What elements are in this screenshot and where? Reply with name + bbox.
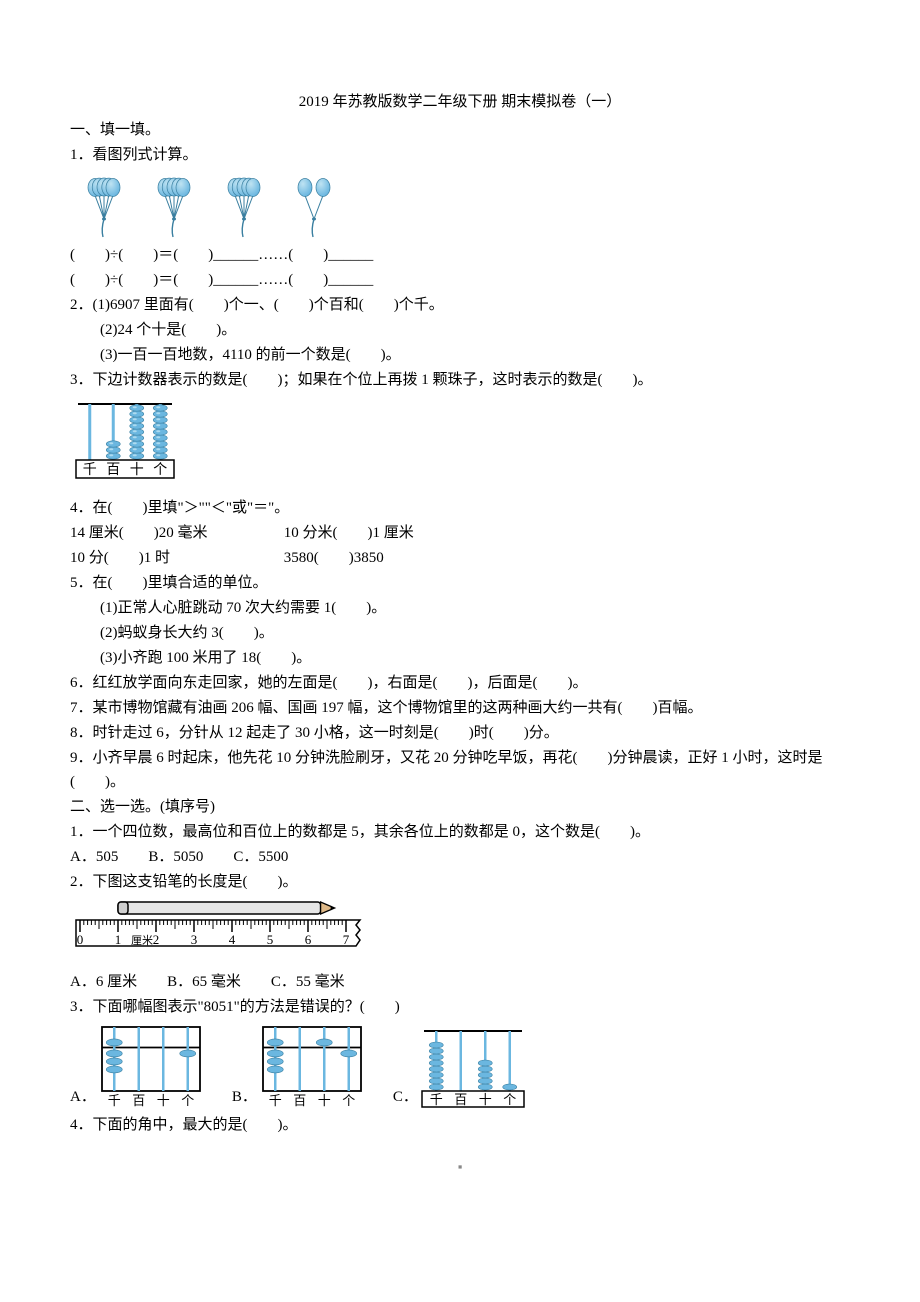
svg-text:个: 个 [153, 462, 167, 478]
q5-p2: (2)蚂蚁身长大约 3( )。 [70, 621, 850, 645]
s2q2-opts: A．6 厘米 B．65 毫米 C．55 毫米 [70, 970, 850, 994]
svg-text:十: 十 [479, 1092, 492, 1107]
q2-p3: (3)一百一百地数，4110 的前一个数是( )。 [70, 343, 850, 367]
svg-text:百: 百 [132, 1093, 145, 1108]
s2q1-opts: A．505 B．5050 C．5500 [70, 845, 850, 869]
q4-r1b: 10 分米( )1 厘米 [284, 525, 414, 541]
svg-text:厘米: 厘米 [131, 934, 153, 947]
ruler-figure: 0 1 2 3 4 5 6 7 厘米 [70, 896, 850, 966]
balloon-figure [70, 171, 850, 241]
q1-blank-line1: ( )÷( )＝( )______……( )______ [70, 243, 850, 267]
svg-text:2: 2 [153, 932, 160, 947]
svg-text:百: 百 [454, 1092, 467, 1107]
svg-text:十: 十 [318, 1093, 331, 1108]
svg-text:百: 百 [106, 462, 120, 478]
q4-r2a: 10 分( )1 时 [70, 546, 280, 570]
svg-text:千: 千 [430, 1092, 443, 1107]
s2q3-stem: 3．下面哪幅图表示"8051"的方法是错误的？( ) [70, 995, 850, 1019]
q4-stem: 4．在( )里填"＞""＜"或"＝"。 [70, 496, 850, 520]
svg-text:0: 0 [77, 932, 84, 947]
svg-text:千: 千 [108, 1093, 121, 1108]
svg-text:百: 百 [293, 1093, 306, 1108]
q6: 6．红红放学面向东走回家，她的左面是( )，右面是( )，后面是( )。 [70, 671, 850, 695]
q4-r2b: 3580( )3850 [284, 550, 384, 566]
svg-text:十: 十 [130, 462, 144, 478]
s2q3-options: A． 千百十个 B． 千百十个 C． 千百十个 [70, 1023, 850, 1109]
svg-text:4: 4 [229, 932, 236, 947]
svg-text:十: 十 [157, 1093, 170, 1108]
svg-text:个: 个 [503, 1092, 516, 1107]
s2q2-stem: 2．下图这支铅笔的长度是( )。 [70, 870, 850, 894]
q1-blank-line2: ( )÷( )＝( )______……( )______ [70, 268, 850, 292]
sec1-heading: 一、填一填。 [70, 118, 850, 142]
svg-text:千: 千 [269, 1093, 282, 1108]
s2q1-stem: 1．一个四位数，最高位和百位上的数都是 5，其余各位上的数都是 0，这个数是( … [70, 820, 850, 844]
q8: 8．时针走过 6，分针从 12 起走了 30 小格，这一时刻是( )时( )分。 [70, 721, 850, 745]
q3-stem: 3．下边计数器表示的数是( )；如果在个位上再拨 1 颗珠子，这时表示的数是( … [70, 368, 850, 392]
page-title: 2019 年苏教版数学二年级下册 期末模拟卷（一） [70, 90, 850, 114]
q5-stem: 5．在( )里填合适的单位。 [70, 571, 850, 595]
svg-text:1: 1 [115, 932, 122, 947]
q3-abacus: 千百十个 [70, 394, 850, 492]
svg-text:3: 3 [191, 932, 198, 947]
s2q4-stem: 4．下面的角中，最大的是( )。 [70, 1113, 850, 1137]
q2-p1: 2．(1)6907 里面有( )个一、( )个百和( )个千。 [70, 293, 850, 317]
optA-label: A． [70, 1085, 96, 1109]
q5-p1: (1)正常人心脏跳动 70 次大约需要 1( )。 [70, 596, 850, 620]
q9: 9．小齐早晨 6 时起床，他先花 10 分钟洗脸刷牙，又花 20 分钟吃早饭，再… [70, 746, 850, 794]
svg-text:个: 个 [342, 1093, 355, 1108]
q1-stem: 1．看图列式计算。 [70, 143, 850, 167]
optC-label: C． [393, 1085, 418, 1109]
svg-text:个: 个 [181, 1093, 194, 1108]
q4-r1a: 14 厘米( )20 毫米 [70, 521, 280, 545]
page-marker: ▪ [70, 1157, 850, 1178]
q5-p3: (3)小齐跑 100 米用了 18( )。 [70, 646, 850, 670]
svg-text:千: 千 [83, 462, 97, 478]
q7: 7．某市博物馆藏有油画 206 幅、国画 197 幅，这个博物馆里的这两种画大约… [70, 696, 850, 720]
svg-text:5: 5 [267, 932, 274, 947]
svg-text:6: 6 [305, 932, 312, 947]
svg-text:7: 7 [343, 932, 350, 947]
sec2-heading: 二、选一选。(填序号) [70, 795, 850, 819]
optB-label: B． [232, 1085, 257, 1109]
q2-p2: (2)24 个十是( )。 [70, 318, 850, 342]
